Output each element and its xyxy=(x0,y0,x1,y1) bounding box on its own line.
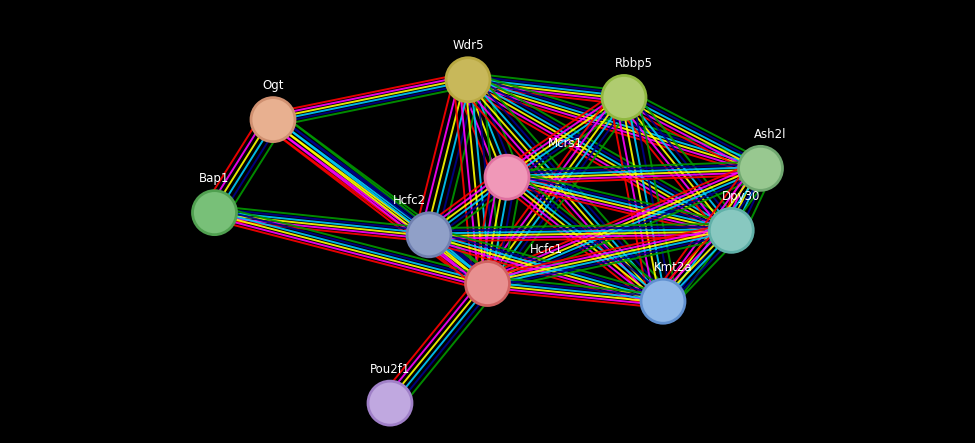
Ellipse shape xyxy=(641,279,685,323)
Text: Bap1: Bap1 xyxy=(199,172,230,185)
Ellipse shape xyxy=(485,155,529,199)
Ellipse shape xyxy=(407,213,451,257)
Text: Rbbp5: Rbbp5 xyxy=(615,57,652,70)
Text: Ash2l: Ash2l xyxy=(754,128,787,141)
Text: Wdr5: Wdr5 xyxy=(452,39,484,52)
Ellipse shape xyxy=(709,208,754,253)
Text: Mcrs1: Mcrs1 xyxy=(548,137,583,150)
Text: Hcfc2: Hcfc2 xyxy=(393,194,426,207)
Text: Hcfc1: Hcfc1 xyxy=(529,243,563,256)
Ellipse shape xyxy=(465,261,510,306)
Ellipse shape xyxy=(738,146,783,190)
Ellipse shape xyxy=(368,381,412,425)
Text: Dpy30: Dpy30 xyxy=(722,190,760,203)
Text: Ogt: Ogt xyxy=(262,79,284,92)
Text: Kmt2a: Kmt2a xyxy=(653,261,692,274)
Ellipse shape xyxy=(446,58,490,102)
Ellipse shape xyxy=(251,97,295,142)
Ellipse shape xyxy=(602,75,646,120)
Ellipse shape xyxy=(192,190,237,235)
Text: Pou2f1: Pou2f1 xyxy=(370,363,410,376)
